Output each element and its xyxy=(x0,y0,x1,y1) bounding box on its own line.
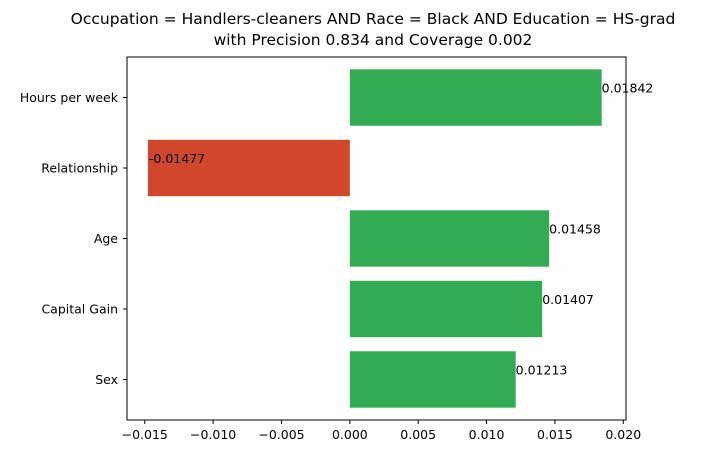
y-tick-label: Sex xyxy=(95,372,118,387)
y-tick-label: Capital Gain xyxy=(41,301,118,316)
y-tick-label: Age xyxy=(94,231,118,246)
chart-title: Occupation = Handlers-cleaners AND Race … xyxy=(71,10,676,28)
chart-subtitle: with Precision 0.834 and Coverage 0.002 xyxy=(214,31,533,49)
plot-frame xyxy=(126,56,627,421)
x-tick-label: 0.000 xyxy=(332,427,368,442)
data-label: -0.01477 xyxy=(149,151,205,166)
x-tick-label: −0.005 xyxy=(258,427,304,442)
y-tick-label: Relationship xyxy=(41,161,118,176)
x-tick-label: 0.020 xyxy=(605,427,641,442)
x-tick-label: 0.010 xyxy=(469,427,505,442)
x-tick-label: −0.015 xyxy=(122,427,168,442)
data-label: 0.01458 xyxy=(549,222,601,237)
y-tick-label: Hours per week xyxy=(20,90,119,105)
bar-relationship xyxy=(147,139,350,197)
data-labels-group: 0.01842 -0.01477 0.01458 0.01407 0.01213 xyxy=(149,81,653,378)
x-tick-label: 0.015 xyxy=(537,427,573,442)
data-label: 0.01213 xyxy=(516,362,568,377)
x-tick-label: −0.010 xyxy=(190,427,236,442)
bar-capital-gain xyxy=(349,280,543,338)
x-axis: −0.015 −0.010 −0.005 0.000 0.005 0.010 0.015 0.… xyxy=(122,420,641,442)
y-axis: Hours per week Relationship Age Capital Gai… xyxy=(20,90,127,387)
bar-sex xyxy=(349,351,516,408)
bar-hours-per-week xyxy=(349,69,602,126)
bar-age xyxy=(349,210,550,267)
x-tick-label: 0.005 xyxy=(400,427,436,442)
data-label: 0.01407 xyxy=(542,292,594,307)
bars-group xyxy=(147,69,602,408)
data-label: 0.01842 xyxy=(602,81,654,96)
